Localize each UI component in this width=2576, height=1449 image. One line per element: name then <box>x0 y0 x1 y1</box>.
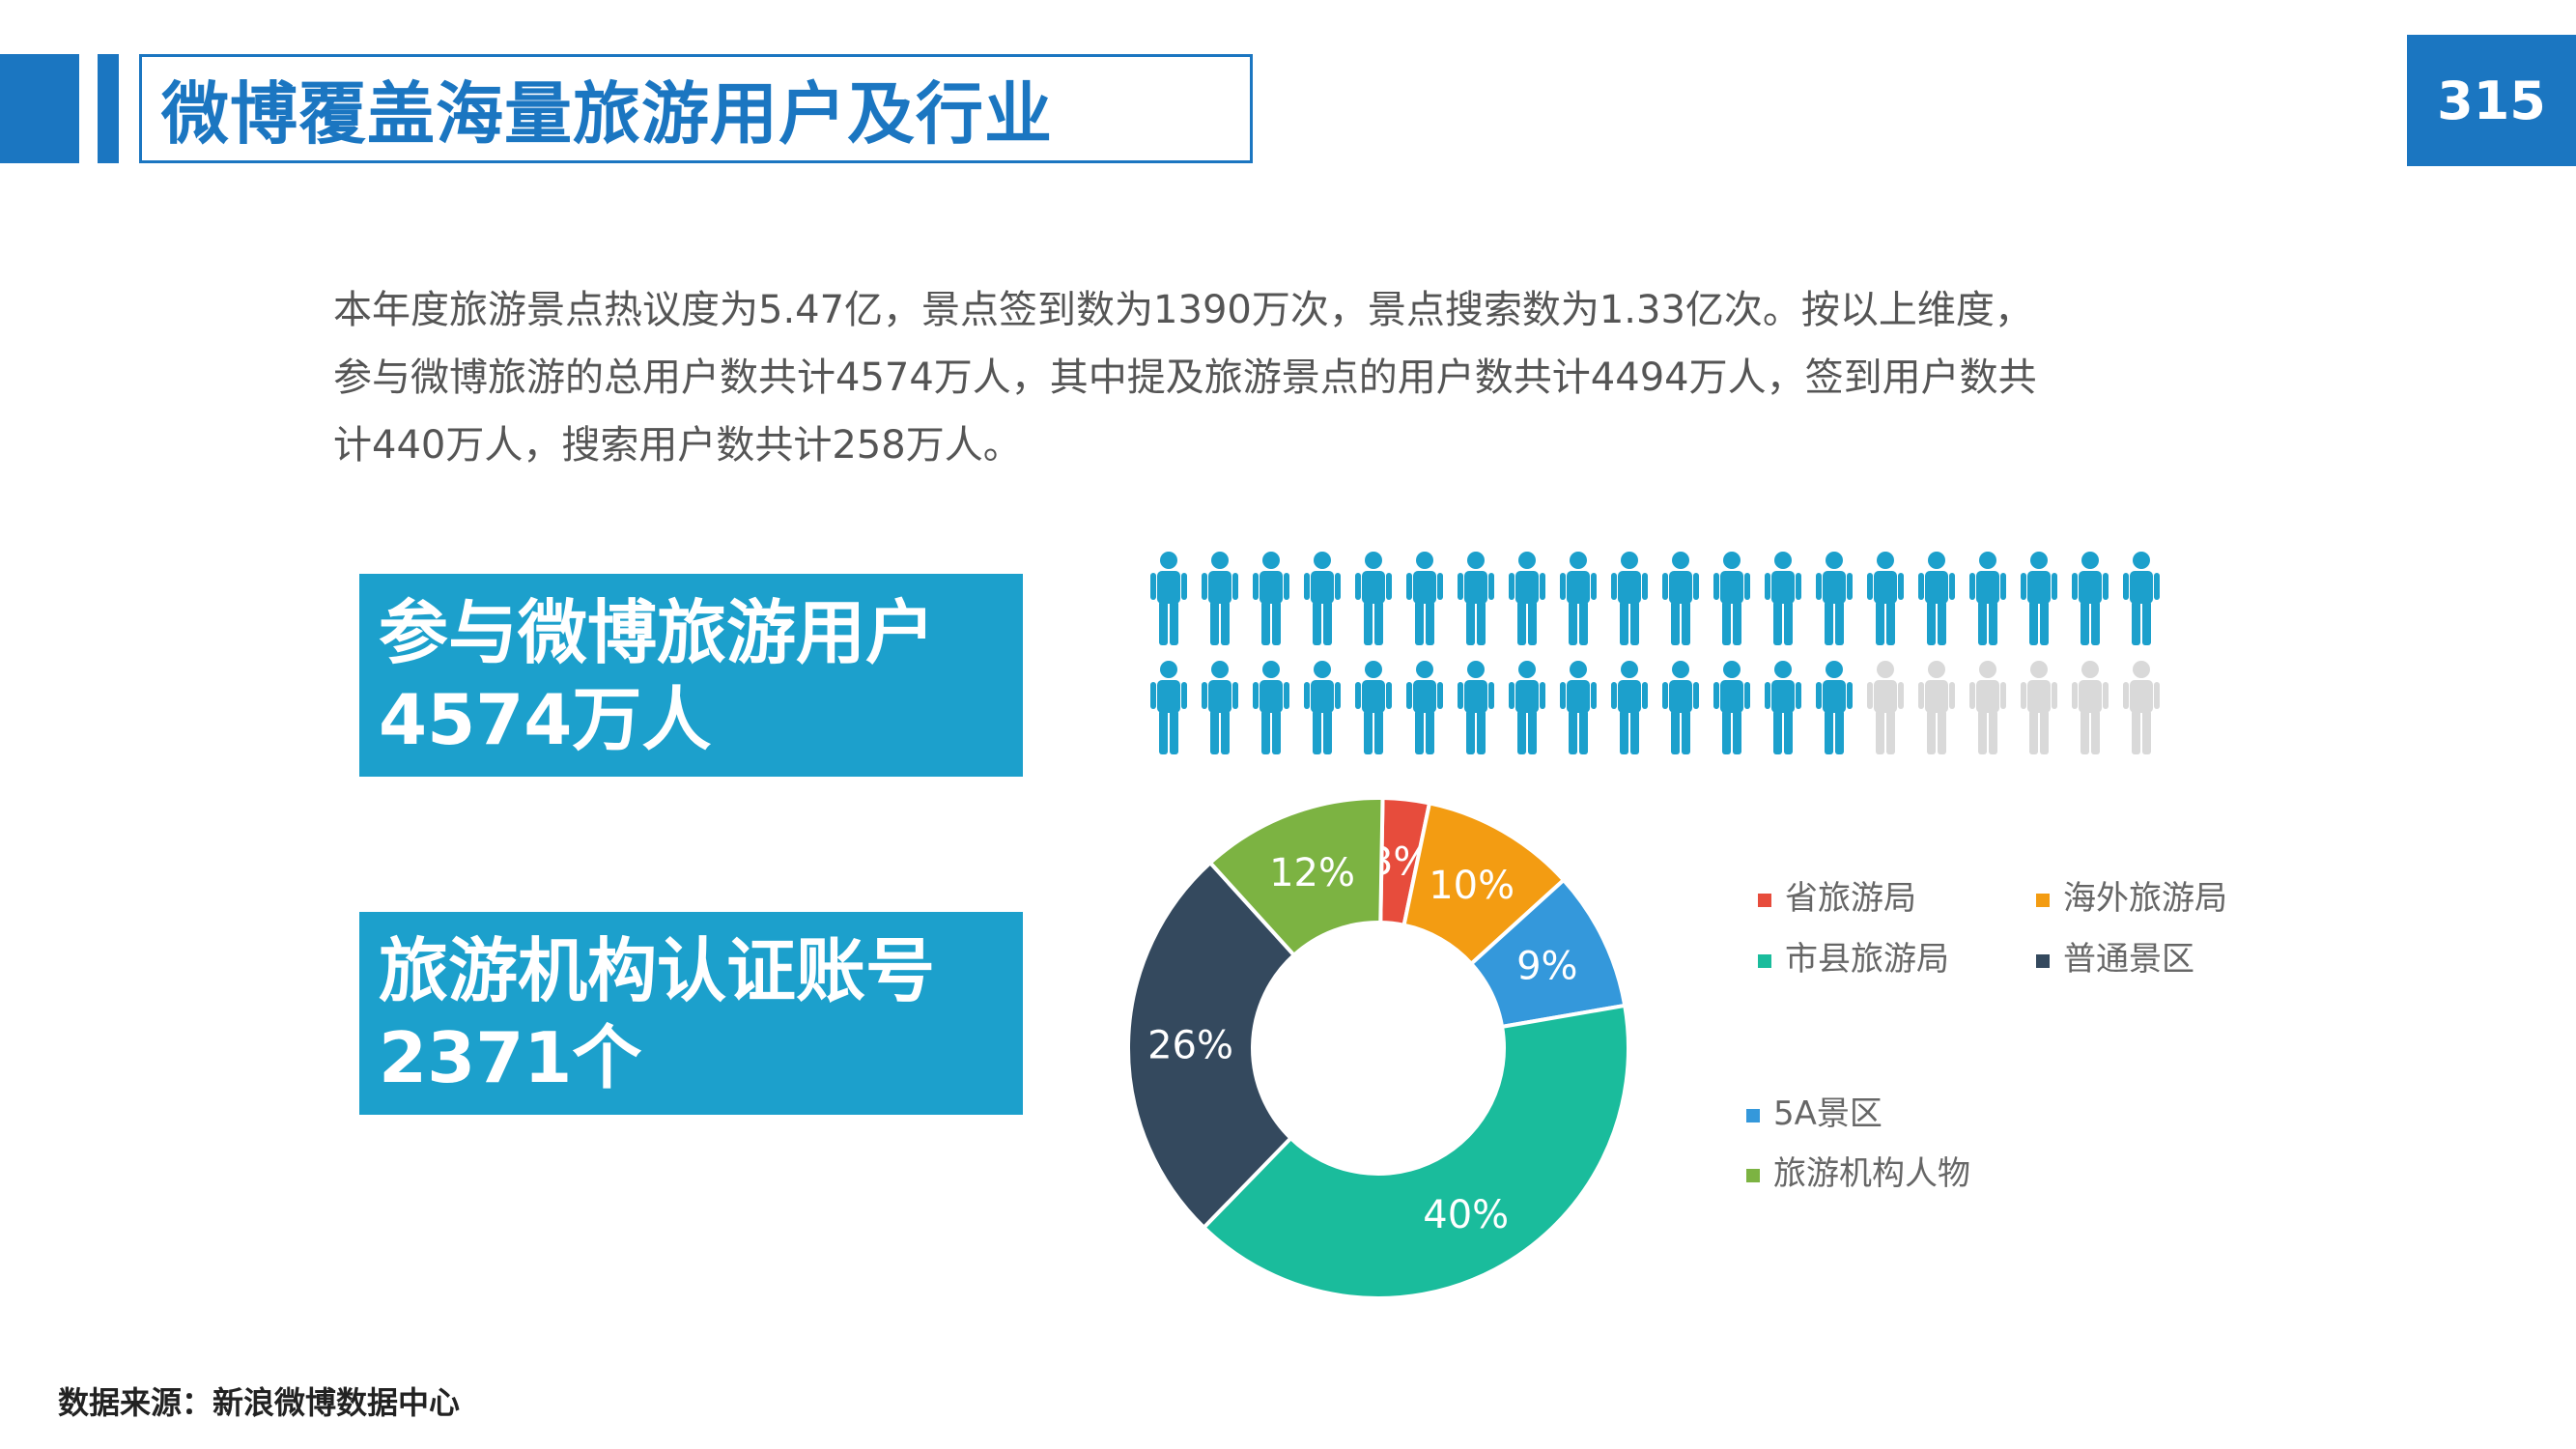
legend-label: 5A景区 <box>1773 1094 1882 1133</box>
person-icon-filled <box>1253 552 1289 645</box>
person-icon-filled <box>1560 552 1597 645</box>
header-accent-block-left <box>0 54 79 163</box>
stat-box-users: 参与微博旅游用户 4574万人 <box>359 574 1023 777</box>
person-icon-filled <box>1662 552 1699 645</box>
person-icon-filled <box>1662 661 1699 754</box>
person-icon-empty <box>1867 661 1904 754</box>
page-number: 315 <box>2407 35 2576 166</box>
donut-slice <box>1201 1003 1630 1300</box>
legend-label: 省旅游局 <box>1785 879 1916 918</box>
donut-slice-label: 9% <box>1516 945 1577 989</box>
person-icon-filled <box>1713 661 1750 754</box>
summary-line: 计440万人，搜索用户数共计258万人。 <box>333 423 1022 468</box>
person-icon-filled <box>1150 552 1187 645</box>
person-icon-filled <box>2021 552 2057 645</box>
person-icon-empty <box>1918 661 1955 754</box>
legend-swatch <box>2036 954 2050 968</box>
legend-swatch <box>2036 894 2050 907</box>
people-icon-grid <box>1150 552 2160 754</box>
person-icon-filled <box>1509 552 1545 645</box>
person-icon-filled <box>1560 661 1597 754</box>
donut-slice-label: 26% <box>1147 1024 1233 1068</box>
person-icon-empty <box>2072 661 2109 754</box>
stat-accounts-value: 2371个 <box>379 1017 642 1098</box>
legend-label: 海外旅游局 <box>2063 879 2227 918</box>
donut-slice <box>1126 860 1297 1231</box>
person-icon-filled <box>1867 552 1904 645</box>
donut-slice-label: 12% <box>1269 851 1355 895</box>
person-icon-empty <box>1969 661 2006 754</box>
data-source: 数据来源：新浪微博数据中心 <box>58 1384 461 1421</box>
legend-label: 市县旅游局 <box>1785 940 1949 979</box>
person-icon-filled <box>2123 552 2160 645</box>
summary-line: 参与微博旅游的总用户数共计4574万人，其中提及旅游景点的用户数共计4494万人… <box>333 355 2037 400</box>
person-icon-filled <box>1253 661 1289 754</box>
person-icon-filled <box>1509 661 1545 754</box>
donut-slice <box>1207 796 1385 958</box>
person-icon-filled <box>1202 661 1238 754</box>
legend-label: 旅游机构人物 <box>1773 1154 1970 1193</box>
person-icon-filled <box>1765 661 1801 754</box>
stat-users-label: 参与微博旅游用户 <box>379 592 936 673</box>
person-icon-filled <box>1406 661 1443 754</box>
person-icon-filled <box>1150 661 1187 754</box>
person-icon-filled <box>1355 552 1392 645</box>
person-icon-filled <box>1406 552 1443 645</box>
person-icon-filled <box>1611 552 1648 645</box>
donut-slice-label: 40% <box>1423 1193 1509 1237</box>
title-box: 微博覆盖海量旅游用户及行业 <box>139 54 1253 163</box>
person-icon-filled <box>1458 552 1494 645</box>
person-icon-empty <box>2123 661 2160 754</box>
legend-swatch <box>1758 954 1771 968</box>
header-accent-bar <box>98 54 119 163</box>
stat-accounts-label: 旅游机构认证账号 <box>379 930 936 1011</box>
stat-box-accounts: 旅游机构认证账号 2371个 <box>359 912 1023 1115</box>
person-icon-empty <box>2021 661 2057 754</box>
person-icon-filled <box>1202 552 1238 645</box>
person-icon-filled <box>1918 552 1955 645</box>
legend-swatch <box>1746 1169 1760 1182</box>
person-icon-filled <box>2072 552 2109 645</box>
stat-users-value: 4574万人 <box>379 679 712 760</box>
person-icon-filled <box>1355 661 1392 754</box>
person-icon-filled <box>1969 552 2006 645</box>
person-icon-filled <box>1304 661 1341 754</box>
donut-slice-label: 10% <box>1429 864 1514 908</box>
person-icon-filled <box>1713 552 1750 645</box>
legend-swatch <box>1758 894 1771 907</box>
legend-label: 普通景区 <box>2063 940 2194 979</box>
summary-paragraph: 本年度旅游景点热议度为5.47亿，景点签到数为1390万次，景点搜索数为1.33… <box>333 276 2246 479</box>
person-icon-filled <box>1816 661 1853 754</box>
person-icon-filled <box>1816 552 1853 645</box>
page-title: 微博覆盖海量旅游用户及行业 <box>161 74 1053 154</box>
summary-line: 本年度旅游景点热议度为5.47亿，景点签到数为1390万次，景点搜索数为1.33… <box>333 288 2033 332</box>
person-icon-filled <box>1611 661 1648 754</box>
person-icon-filled <box>1765 552 1801 645</box>
legend-swatch <box>1746 1109 1760 1122</box>
person-icon-filled <box>1458 661 1494 754</box>
person-icon-filled <box>1304 552 1341 645</box>
